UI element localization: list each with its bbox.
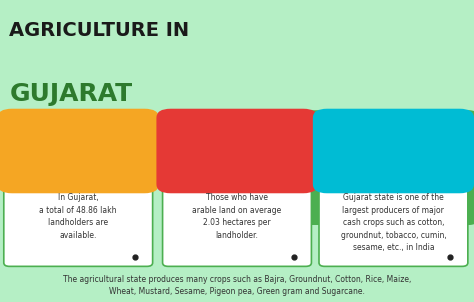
Text: GUJARAT: GUJARAT	[9, 82, 133, 105]
FancyBboxPatch shape	[319, 120, 468, 266]
FancyBboxPatch shape	[313, 109, 474, 193]
Text: Of the total landholders, 37.16% are marginal
farmers, 29.25% are small farmers,: Of the total landholders, 37.16% are mar…	[215, 120, 414, 168]
Text: Those who have
arable land on average
2.03 hectares per
landholder.: Those who have arable land on average 2.…	[192, 193, 282, 240]
FancyBboxPatch shape	[156, 109, 318, 193]
Text: AGRICULTURE IN: AGRICULTURE IN	[9, 21, 190, 40]
FancyBboxPatch shape	[163, 120, 311, 266]
FancyBboxPatch shape	[199, 110, 474, 225]
Text: In Gujarat,
a total of 48.86 lakh
landholders are
available.: In Gujarat, a total of 48.86 lakh landho…	[39, 193, 117, 240]
FancyBboxPatch shape	[0, 109, 159, 193]
Text: Gujarat state is one of the
largest producers of major
cash crops such as cotton: Gujarat state is one of the largest prod…	[340, 193, 447, 252]
FancyBboxPatch shape	[4, 120, 153, 266]
Text: The agricultural state produces many crops such as Bajra, Groundnut, Cotton, Ric: The agricultural state produces many cro…	[63, 275, 411, 296]
